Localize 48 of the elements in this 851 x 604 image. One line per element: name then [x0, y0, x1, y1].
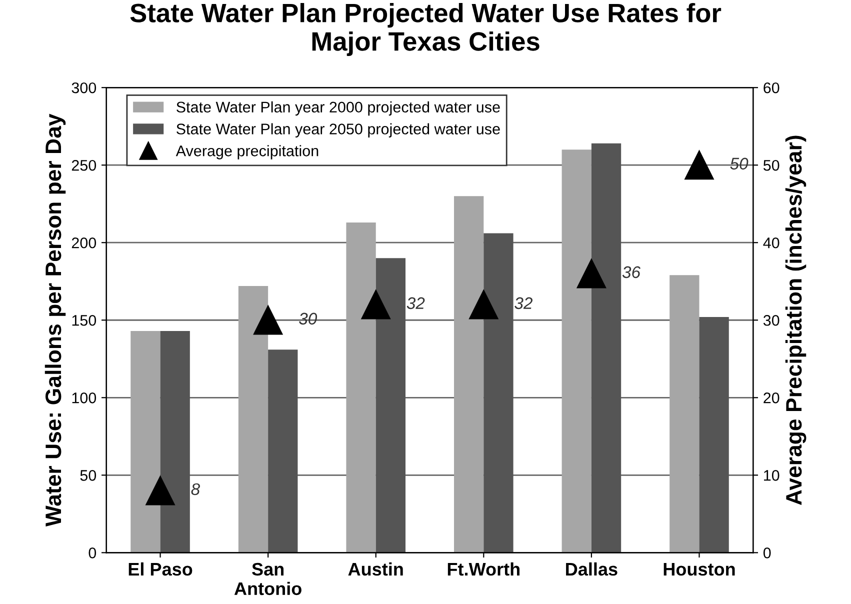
chart-title: State Water Plan Projected Water Use Rates for Major Texas Cities [130, 3, 722, 56]
x-tick-label: El Paso [128, 562, 192, 576]
y-tick-label: 250 [72, 160, 96, 171]
bar [268, 350, 298, 553]
y2-axis-title: Average Precipitation (inches/year) [785, 136, 806, 506]
bar [376, 258, 406, 553]
x-tick-label: San Antonio [234, 562, 302, 596]
data-label: 8 [191, 483, 200, 496]
bar [454, 196, 484, 553]
point [684, 150, 714, 180]
bar [591, 143, 622, 553]
legend-label: State Water Plan year 2000 projected water use [176, 101, 500, 116]
data-label: 36 [622, 266, 641, 278]
bar [346, 222, 376, 553]
bar [562, 150, 592, 553]
y-tick-label: 0 [88, 548, 96, 558]
y-axis-title: Water Use: Gallons per Person per Day [44, 114, 66, 527]
point [361, 290, 390, 320]
y-tick-label: 100 [72, 392, 96, 404]
y2-tick-label: 30 [763, 314, 780, 326]
y2-tick-label: 50 [763, 160, 780, 171]
y2-tick-label: 0 [763, 548, 771, 558]
y2-tick-label: 20 [764, 392, 780, 404]
y-tick-label: 200 [72, 237, 96, 248]
y-tick-label: 50 [80, 470, 96, 481]
point [146, 476, 175, 506]
y2-tick-label: 40 [763, 237, 780, 248]
legend-label: Average precipitation [176, 145, 318, 160]
x-tick-label: Houston [664, 563, 735, 576]
y-tick-label: 300 [72, 82, 96, 94]
data-label: 32 [514, 297, 532, 310]
legend-label: State Water Plan year 2050 projected water use [176, 123, 500, 138]
point [469, 290, 498, 320]
bar [130, 330, 160, 553]
y2-tick-label: 60 [764, 82, 780, 94]
y2-tick-label: 10 [764, 470, 780, 481]
data-label: 32 [406, 297, 425, 310]
point [576, 259, 606, 288]
y-tick-label: 150 [72, 314, 96, 326]
point [253, 306, 283, 335]
bar [670, 275, 700, 553]
x-tick-label: Dallas [566, 562, 618, 576]
x-tick-label: Austin [348, 562, 403, 576]
bar [699, 317, 729, 553]
bar [238, 286, 268, 553]
x-tick-label: Ft.Worth [448, 562, 520, 576]
bar [484, 233, 514, 553]
bar [160, 330, 190, 553]
